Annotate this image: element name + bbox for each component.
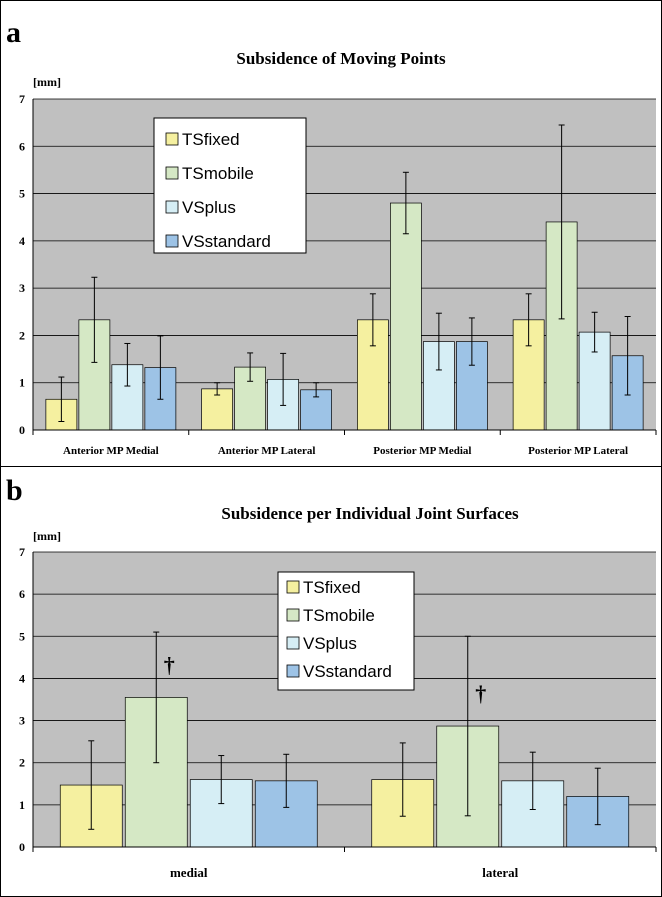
legend-label-TSfixed: TSfixed [182, 130, 240, 149]
legend-swatch-TSmobile [165, 166, 179, 180]
annotations-b: †† [164, 652, 487, 706]
y-tick-label: 3 [19, 714, 25, 728]
x-tick-label: Posterior MP Lateral [528, 445, 628, 457]
chart-title-a: Subsidence of Moving Points [236, 49, 446, 68]
legend-label-VSplus: VSplus [303, 634, 357, 653]
y-tick-label: 1 [19, 376, 25, 390]
y-tick-labels-a: 0 1 2 3 4 5 6 7 [19, 92, 25, 437]
legend-swatch-TSmobile [286, 608, 300, 622]
legend-label-VSstandard: VSstandard [182, 232, 271, 251]
annotation-dagger: † [164, 652, 175, 677]
y-axis-label-a: [mm] [33, 75, 61, 89]
legend-label-VSplus: VSplus [182, 198, 236, 217]
legend-box-a [153, 117, 307, 254]
y-tick-label: 2 [19, 756, 25, 770]
legend-swatch-VSplus [165, 200, 179, 214]
y-tick-label: 1 [19, 798, 25, 812]
error-bars-b [88, 631, 601, 830]
legend-b: TSfixed TSmobile VSplus VSstandard [277, 571, 415, 691]
legend-label-TSfixed: TSfixed [303, 578, 361, 597]
x-tick-label: Anterior MP Medial [63, 445, 159, 457]
legend-label-TSmobile: TSmobile [182, 164, 254, 183]
y-tick-label: 6 [19, 139, 25, 153]
error-bars-a [58, 124, 631, 422]
legend-items-a: TSfixed TSmobile VSplus VSstandard [165, 130, 271, 251]
y-tick-label: 4 [19, 671, 25, 685]
x-tick-label: lateral [482, 865, 518, 880]
y-tick-label: 7 [19, 545, 25, 559]
legend-items-b: TSfixed TSmobile VSplus VSstandard [286, 578, 392, 681]
legend-swatch-VSstandard [165, 234, 179, 248]
x-tick-labels-b: medial lateral [170, 865, 519, 880]
y-tick-label: 2 [19, 328, 25, 342]
panel-letter-b: b [6, 474, 23, 507]
legend-swatch-VSplus [286, 636, 300, 650]
legend-label-VSstandard: VSstandard [303, 662, 392, 681]
legend-swatch-TSfixed [286, 580, 300, 594]
x-ticks-b [32, 847, 657, 852]
y-tick-label: 0 [19, 423, 25, 437]
y-tick-label: 5 [19, 187, 25, 201]
bar-VSplus-0 [111, 364, 144, 431]
y-tick-label: 6 [19, 587, 25, 601]
y-tick-label: 5 [19, 629, 25, 643]
legend-box-b [277, 571, 415, 691]
y-axis-label-b: [mm] [33, 529, 61, 543]
x-tick-labels-a: Anterior MP Medial Anterior MP Lateral Pos… [63, 445, 628, 457]
x-tick-label: Posterior MP Medial [373, 445, 471, 457]
legend-a: TSfixed TSmobile VSplus VSstandard [153, 117, 307, 254]
y-tick-label: 3 [19, 281, 25, 295]
y-tick-label: 7 [19, 92, 25, 106]
panel-a: a Subsidence of Moving Points [mm] 0 1 2 3 4… [6, 16, 657, 457]
panel-letter-a: a [6, 16, 21, 49]
x-ticks-a [32, 430, 657, 435]
x-tick-label: medial [170, 865, 208, 880]
y-tick-label: 4 [19, 234, 25, 248]
chart-title-b: Subsidence per Individual Joint Surfaces [221, 504, 519, 523]
legend-label-TSmobile: TSmobile [303, 606, 375, 625]
legend-swatch-TSfixed [165, 132, 179, 146]
legend-swatch-VSstandard [286, 664, 300, 678]
annotation-dagger: † [475, 681, 486, 706]
bar-TSmobile-2 [390, 202, 422, 431]
y-tick-label: 0 [19, 840, 25, 854]
panel-b: b Subsidence per Individual Joint Surfac… [6, 474, 657, 880]
y-tick-labels-b: 0 1 2 3 4 5 6 7 [19, 545, 25, 854]
x-tick-label: Anterior MP Lateral [218, 445, 316, 457]
